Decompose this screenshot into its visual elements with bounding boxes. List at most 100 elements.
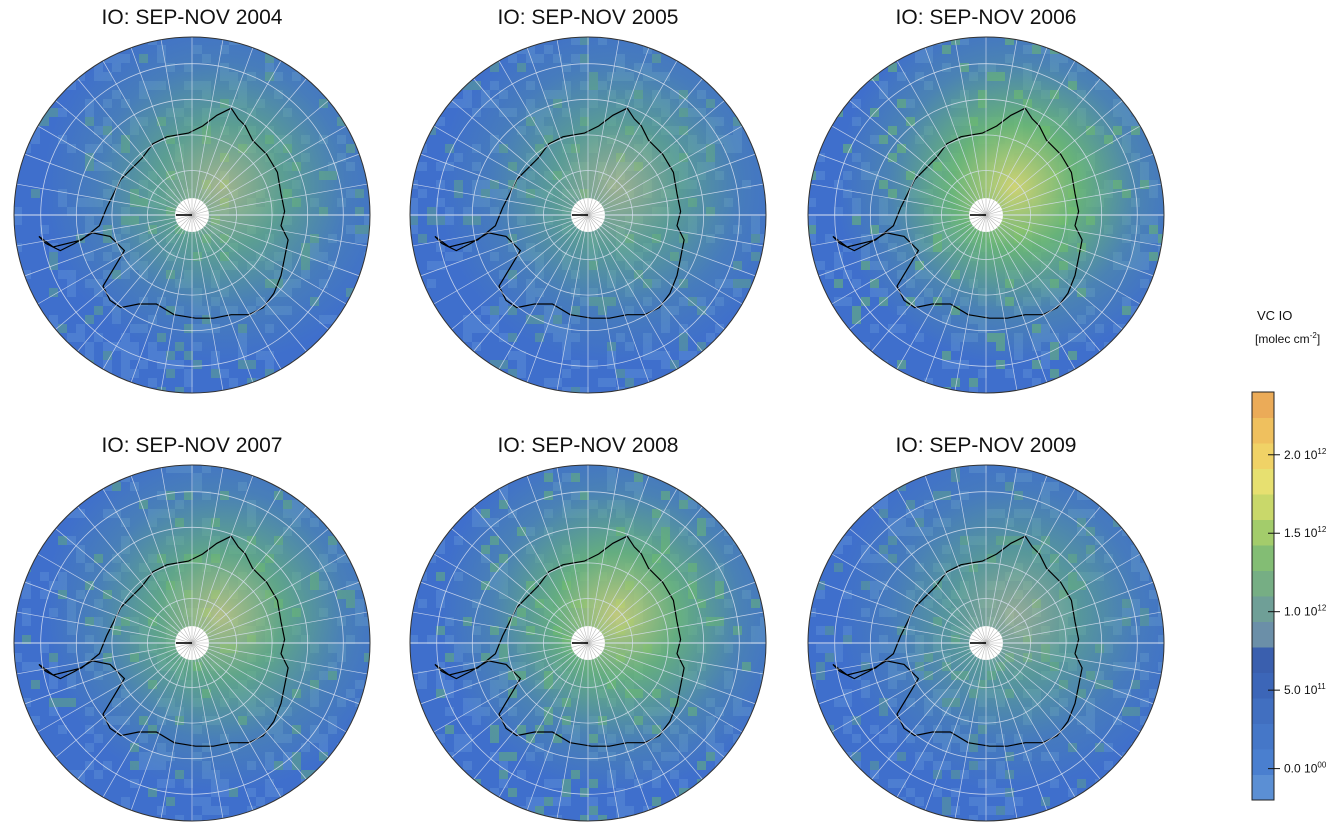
meridian: [160, 659, 190, 819]
meridian: [420, 220, 573, 277]
colorbar-band: [1252, 596, 1274, 622]
meridian: [896, 488, 978, 629]
meridian: [194, 659, 224, 819]
meridian: [451, 100, 576, 205]
colorbar-band: [1252, 672, 1274, 699]
meridian: [451, 225, 576, 330]
meridian: [24, 581, 177, 638]
meridian: [102, 488, 184, 629]
meridian: [590, 659, 620, 819]
meridian: [451, 653, 576, 758]
meridian: [604, 645, 764, 675]
meridian: [831, 553, 972, 635]
colorbar-band: [1252, 392, 1274, 418]
meridian: [498, 488, 580, 629]
meridian: [596, 488, 678, 629]
meridian: [1002, 645, 1162, 675]
meridian: [473, 506, 578, 631]
meridian: [130, 47, 187, 200]
meridian: [810, 645, 970, 675]
meridian: [77, 506, 182, 631]
meridian: [604, 611, 764, 641]
meridian: [991, 230, 1048, 383]
meridian: [1000, 223, 1141, 305]
meridian: [603, 220, 756, 277]
meridian: [590, 467, 620, 627]
meridian: [924, 230, 981, 383]
meridian: [194, 467, 224, 627]
polar-map: [409, 464, 767, 822]
meridian: [55, 653, 180, 758]
meridian: [604, 217, 764, 247]
meridian: [197, 475, 254, 628]
meridian: [200, 657, 282, 798]
meridian: [204, 225, 329, 330]
meridian: [204, 100, 329, 205]
meridian: [593, 658, 650, 811]
meridian: [102, 60, 184, 201]
meridian: [871, 227, 976, 352]
meridian: [896, 60, 978, 201]
meridian: [1001, 220, 1154, 277]
meridian: [556, 467, 586, 627]
coastline: [434, 107, 685, 319]
meridian: [55, 528, 180, 633]
colorbar-band: [1252, 698, 1274, 724]
meridian: [556, 39, 586, 199]
meridian: [598, 506, 703, 631]
meridian: [208, 645, 368, 675]
meridian: [600, 528, 725, 633]
colorbar-tick-label: 2.0 1012: [1284, 447, 1327, 462]
meridian: [102, 657, 184, 798]
meridian: [810, 217, 970, 247]
meridian: [202, 78, 307, 203]
meridian: [420, 581, 573, 638]
map-panel-2008: IO: SEP-NOV 2008: [408, 428, 768, 822]
meridian: [831, 651, 972, 733]
meridian: [16, 183, 176, 213]
meridian: [994, 229, 1076, 370]
meridian: [208, 611, 368, 641]
meridian: [526, 230, 583, 383]
meridian: [498, 60, 580, 201]
meridian: [600, 225, 725, 330]
meridian: [818, 153, 971, 210]
meridian: [55, 225, 180, 330]
meridian: [556, 659, 586, 819]
meridian: [498, 229, 580, 370]
meridian: [991, 47, 1048, 200]
panel-title: IO: SEP-NOV 2009: [895, 434, 1077, 457]
meridian: [412, 645, 572, 675]
meridian: [55, 100, 180, 205]
meridian: [810, 611, 970, 641]
meridian: [871, 78, 976, 203]
meridian: [526, 47, 583, 200]
colorbar-band: [1252, 749, 1274, 775]
colorbar-tick-label: 1.5 1012: [1284, 525, 1327, 540]
colorbar-band: [1252, 774, 1274, 801]
meridian: [818, 581, 971, 638]
map-panel-2006: IO: SEP-NOV 2006: [806, 0, 1166, 394]
coastline: [832, 107, 1083, 319]
map-panel-2004: IO: SEP-NOV 2004: [12, 0, 372, 394]
meridian: [197, 658, 254, 811]
meridian: [603, 648, 756, 705]
meridian: [590, 231, 620, 391]
meridian: [991, 658, 1048, 811]
meridian: [451, 528, 576, 633]
meridian: [1002, 217, 1162, 247]
polar-map: [807, 36, 1165, 394]
meridian: [200, 60, 282, 201]
meridian: [988, 659, 1018, 819]
meridian: [924, 47, 981, 200]
meridian: [871, 655, 976, 780]
meridian: [202, 655, 307, 780]
map-panel-2009: IO: SEP-NOV 2009: [806, 428, 1166, 822]
coastline: [434, 535, 685, 747]
meridian: [37, 651, 178, 733]
meridian: [998, 100, 1123, 205]
meridian: [197, 230, 254, 383]
panel-title: IO: SEP-NOV 2004: [101, 6, 283, 29]
colorbar-band: [1252, 494, 1274, 520]
meridian: [16, 611, 176, 641]
